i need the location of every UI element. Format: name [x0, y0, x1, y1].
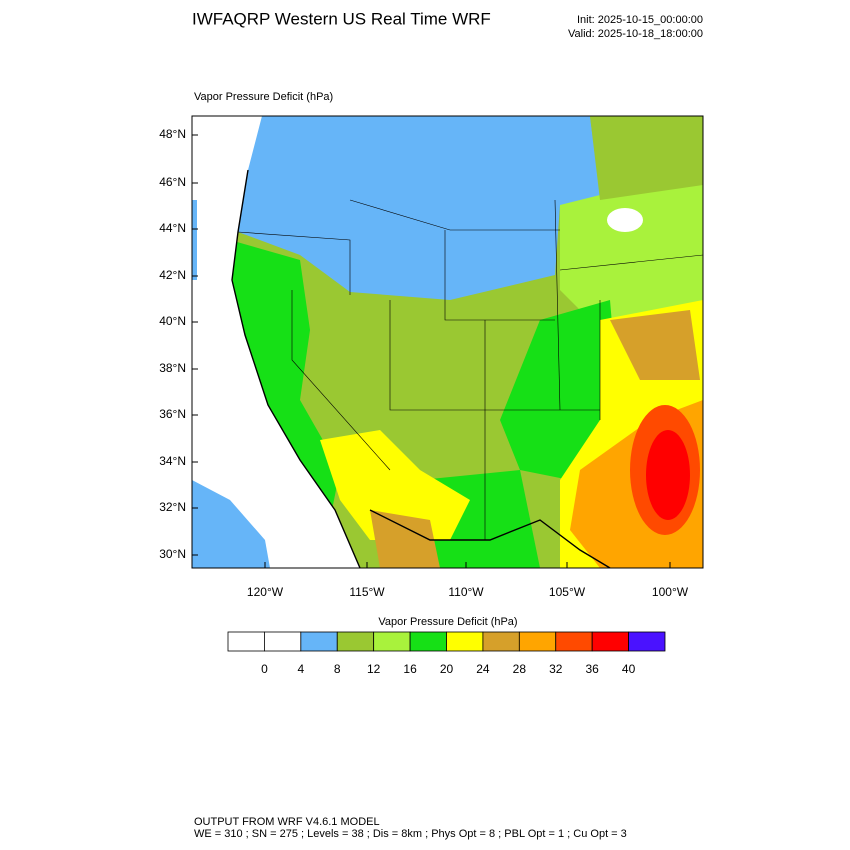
- lon-label: 115°W: [349, 585, 385, 599]
- lon-label: 110°W: [448, 585, 484, 599]
- colorbar-box: [300, 631, 338, 652]
- colorbar-label: 12: [367, 662, 381, 676]
- footer-line: WE = 310 ; SN = 275 ; Levels = 38 ; Dis …: [194, 828, 627, 840]
- map-frame: [191, 115, 704, 569]
- lon-label: 120°W: [247, 585, 284, 599]
- colorbar-box: [628, 631, 666, 652]
- colorbar-label: 20: [440, 662, 454, 676]
- map-field: [192, 116, 703, 568]
- lat-label: 42°N: [159, 268, 186, 282]
- lat-label: 44°N: [159, 221, 186, 235]
- colorbar-label: 32: [549, 662, 563, 676]
- colorbar-label: 24: [476, 662, 490, 676]
- colorbar-box: [264, 631, 302, 652]
- map-title: Vapor Pressure Deficit (hPa): [194, 91, 333, 103]
- colorbar-box: [555, 631, 593, 652]
- colorbar-label: 8: [334, 662, 341, 676]
- colorbar-label: 36: [585, 662, 599, 676]
- colorbar-box: [518, 631, 557, 652]
- lat-label: 48°N: [159, 127, 186, 141]
- footer-line: OUTPUT FROM WRF V4.6.1 MODEL: [194, 816, 380, 828]
- lat-label: 30°N: [159, 547, 186, 561]
- colorbar-box: [409, 631, 447, 652]
- lat-label: 34°N: [159, 454, 186, 468]
- colorbar-box: [482, 631, 520, 652]
- lon-label: 100°W: [652, 585, 689, 599]
- colorbar-box: [336, 631, 375, 652]
- colorbar-label: 4: [297, 662, 304, 676]
- lat-label: 32°N: [159, 500, 186, 514]
- lat-label: 40°N: [159, 314, 186, 328]
- colorbar-label: 16: [403, 662, 417, 676]
- colorbar-box: [227, 631, 265, 652]
- colorbar-box: [591, 631, 629, 652]
- colorbar-box: [373, 631, 411, 652]
- lat-label: 46°N: [159, 175, 186, 189]
- colorbar-label: 40: [622, 662, 636, 676]
- colorbar-label: 28: [513, 662, 527, 676]
- lon-label: 105°W: [549, 585, 586, 599]
- lat-label: 38°N: [159, 361, 186, 375]
- title: IWFAQRP Western US Real Time WRF: [192, 9, 491, 28]
- lat-label: 36°N: [159, 407, 186, 421]
- valid-time: Valid: 2025-10-18_18:00:00: [568, 28, 703, 40]
- colorbar-title: Vapor Pressure Deficit (hPa): [378, 616, 517, 628]
- colorbar-label: 0: [261, 662, 268, 676]
- init-time: Init: 2025-10-15_00:00:00: [577, 14, 703, 26]
- colorbar-box: [446, 631, 484, 652]
